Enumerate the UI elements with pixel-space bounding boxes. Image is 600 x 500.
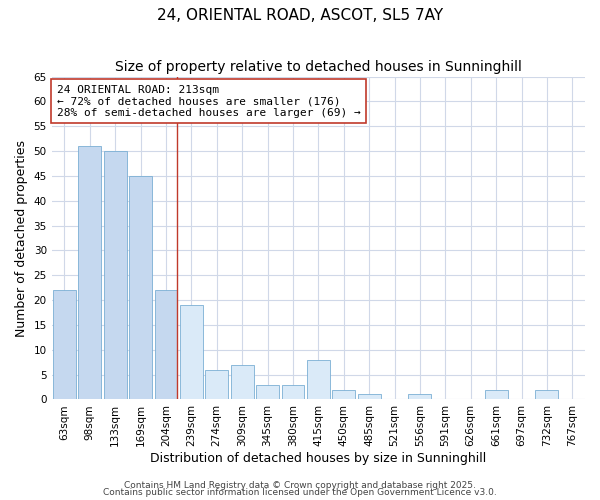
Bar bbox=[256, 384, 279, 400]
Bar bbox=[409, 394, 431, 400]
Text: 24 ORIENTAL ROAD: 213sqm
← 72% of detached houses are smaller (176)
28% of semi-: 24 ORIENTAL ROAD: 213sqm ← 72% of detach… bbox=[57, 84, 361, 118]
Bar bbox=[485, 390, 508, 400]
Bar bbox=[155, 290, 178, 400]
Bar bbox=[231, 364, 254, 400]
Text: Contains HM Land Registry data © Crown copyright and database right 2025.: Contains HM Land Registry data © Crown c… bbox=[124, 480, 476, 490]
Bar bbox=[104, 151, 127, 400]
Bar bbox=[281, 384, 304, 400]
Bar bbox=[129, 176, 152, 400]
Text: Contains public sector information licensed under the Open Government Licence v3: Contains public sector information licen… bbox=[103, 488, 497, 497]
Bar bbox=[307, 360, 330, 400]
Bar bbox=[79, 146, 101, 400]
Text: 24, ORIENTAL ROAD, ASCOT, SL5 7AY: 24, ORIENTAL ROAD, ASCOT, SL5 7AY bbox=[157, 8, 443, 22]
Bar bbox=[180, 305, 203, 400]
Bar bbox=[332, 390, 355, 400]
Bar bbox=[53, 290, 76, 400]
Bar bbox=[358, 394, 380, 400]
Title: Size of property relative to detached houses in Sunninghill: Size of property relative to detached ho… bbox=[115, 60, 522, 74]
X-axis label: Distribution of detached houses by size in Sunninghill: Distribution of detached houses by size … bbox=[150, 452, 487, 465]
Bar bbox=[535, 390, 559, 400]
Bar bbox=[205, 370, 228, 400]
Y-axis label: Number of detached properties: Number of detached properties bbox=[15, 140, 28, 336]
